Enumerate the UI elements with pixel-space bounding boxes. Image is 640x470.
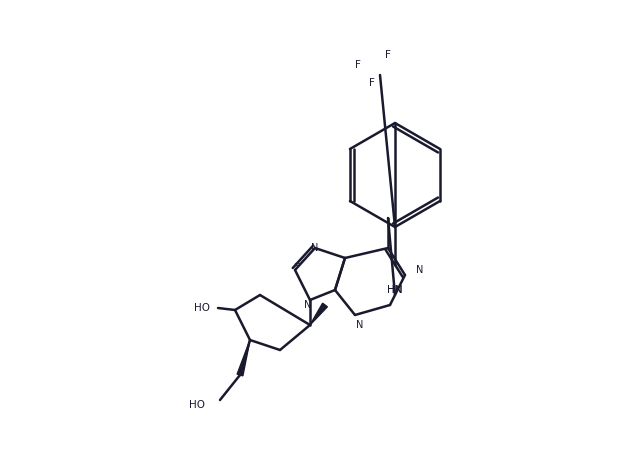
Text: N: N (356, 320, 364, 330)
Text: HO: HO (189, 400, 205, 410)
Text: N: N (416, 265, 424, 275)
Text: =: = (294, 260, 301, 269)
Polygon shape (310, 303, 328, 325)
Text: N: N (304, 300, 312, 310)
Polygon shape (237, 340, 250, 376)
Text: F: F (385, 50, 391, 60)
Text: HO: HO (194, 303, 210, 313)
Text: F: F (355, 60, 361, 70)
Text: HN: HN (387, 285, 403, 295)
Text: F: F (369, 78, 375, 88)
Text: HN: HN (387, 285, 403, 295)
Text: N: N (311, 243, 319, 253)
